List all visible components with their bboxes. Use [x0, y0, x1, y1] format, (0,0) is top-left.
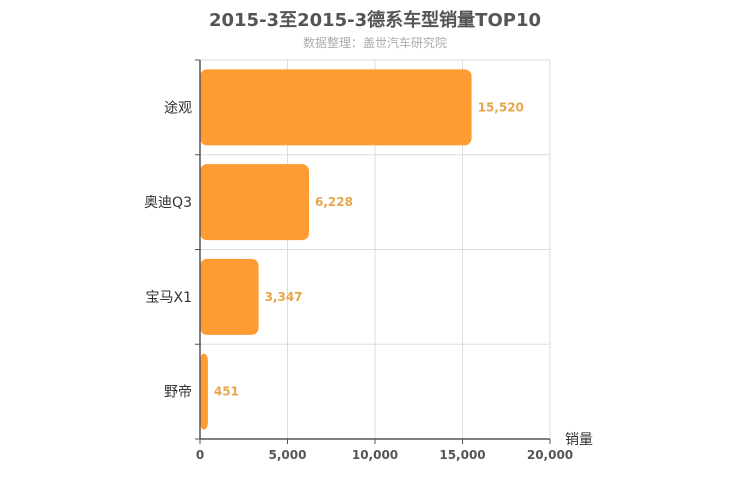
chart-title: 2015-3至2015-3德系车型销量TOP10	[208, 10, 541, 31]
bar	[200, 69, 472, 146]
category-label: 途观	[164, 99, 192, 116]
chart-subtitle: 数据整理：盖世汽车研究院	[302, 36, 447, 50]
x-tick-label: 10,000	[352, 448, 398, 462]
bar-value-label: 6,228	[315, 195, 353, 209]
bar-value-label: 451	[214, 385, 239, 399]
category-label: 奥迪Q3	[144, 194, 192, 211]
bar-value-label: 3,347	[265, 290, 303, 304]
bar	[200, 164, 309, 241]
bar-value-label: 15,520	[478, 100, 524, 114]
category-label: 野帝	[164, 385, 192, 401]
bar	[200, 353, 208, 430]
x-axis-label: 销量	[565, 432, 593, 448]
x-tick-label: 15,000	[439, 448, 485, 462]
x-tick-label: 0	[196, 448, 204, 462]
x-tick-label: 20,000	[527, 448, 573, 462]
category-label: 宝马X1	[146, 290, 193, 306]
bars: 15,520 6,228 3,347 451	[200, 69, 524, 430]
x-tick-label: 5,000	[269, 448, 307, 462]
bar	[200, 258, 259, 335]
